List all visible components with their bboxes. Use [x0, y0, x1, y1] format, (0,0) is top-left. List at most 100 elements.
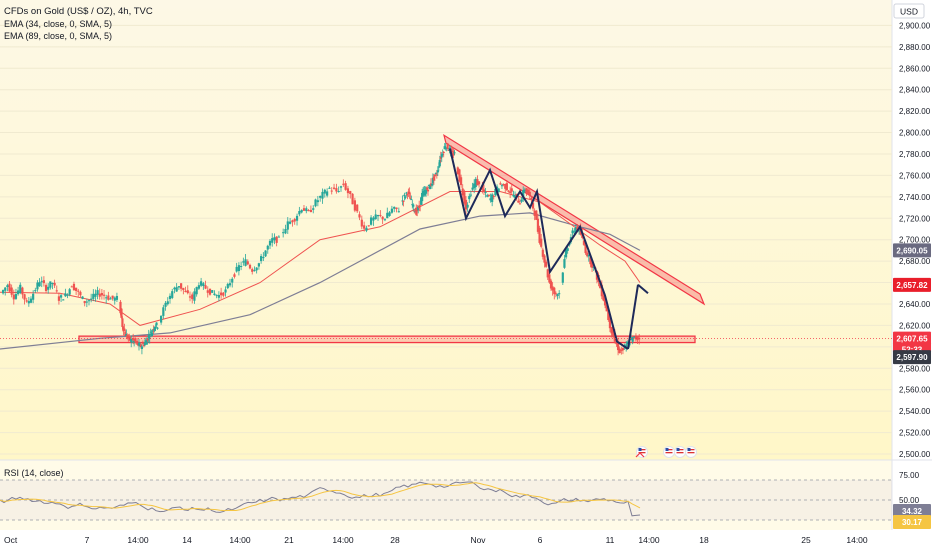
candle-body [70, 286, 73, 288]
candle-body [474, 178, 477, 188]
x-tick-label: 21 [284, 535, 294, 545]
candle-body [288, 221, 292, 224]
candle-body [224, 289, 227, 293]
candle-body [268, 240, 272, 246]
candle-body [96, 290, 99, 295]
candle-body [363, 225, 366, 229]
candle-body [566, 248, 569, 251]
candle-body [415, 207, 418, 215]
x-tick-label: 18 [699, 535, 709, 545]
candle-body [44, 285, 48, 291]
candle-body [55, 290, 58, 292]
candle-body [626, 341, 629, 345]
candle-body [530, 197, 533, 200]
candle-body [134, 341, 138, 343]
projection-arrow[interactable] [627, 284, 639, 350]
candle-body [105, 297, 108, 299]
candle-body [262, 256, 265, 259]
candle-body [92, 293, 95, 299]
ema34-price-badge[interactable]: 2,597.90 [896, 353, 928, 362]
candle-body [610, 327, 613, 334]
candle-body [307, 210, 310, 212]
candle-body [456, 167, 459, 175]
candle-body [353, 200, 356, 211]
x-tick-label: 14 [182, 535, 192, 545]
candle-body [330, 190, 333, 192]
candle-body [211, 290, 214, 293]
candle-body [162, 307, 165, 316]
candle-body [393, 206, 396, 209]
candle-body [222, 292, 225, 296]
alert-icon [635, 452, 645, 458]
ema89-legend[interactable]: EMA (89, close, 0, SMA, 5) [4, 31, 112, 41]
candle-body [38, 282, 41, 287]
y-tick-label: 2,880.00 [899, 43, 931, 52]
candle-body [66, 294, 69, 296]
candle-body [510, 188, 513, 192]
flag-canton-icon [676, 448, 680, 451]
candle-body [435, 174, 438, 176]
candle-body [4, 287, 7, 291]
currency-box[interactable] [893, 3, 925, 19]
candle-body [57, 296, 61, 301]
candle-body [525, 188, 528, 193]
support-zone[interactable] [78, 335, 696, 344]
candle-body [442, 151, 445, 153]
candle-body [77, 290, 80, 292]
candle-body [168, 295, 172, 299]
y-tick-label: 2,780.00 [899, 150, 931, 159]
candle-body [551, 286, 554, 291]
candle-body [233, 274, 236, 277]
candle-body [79, 291, 82, 296]
candle-body [419, 205, 422, 207]
candle-body [616, 342, 620, 351]
rsi-label[interactable]: RSI (14, close) [4, 468, 64, 478]
candle-body [202, 283, 205, 287]
candle-body [171, 291, 174, 298]
pattern-zigzag[interactable] [449, 148, 629, 350]
candle-body [14, 293, 18, 299]
candle-body [438, 160, 441, 167]
candle-body [309, 209, 313, 213]
candle-body [418, 205, 421, 209]
candle-body [197, 285, 200, 289]
current-price-badge[interactable]: 2,607.65 [896, 335, 928, 344]
x-tick-label: 14:00 [846, 535, 868, 545]
x-tick-label: 14:00 [229, 535, 251, 545]
flag-stripe-icon [638, 449, 646, 451]
candle-body [577, 229, 581, 232]
candle-body [607, 310, 610, 320]
y-tick-label: 2,900.00 [899, 21, 931, 30]
candle-body [576, 226, 579, 231]
rsi-ma-badge[interactable]: 30.17 [902, 518, 923, 527]
candle-body [346, 188, 350, 194]
resistance-channel[interactable] [443, 133, 706, 306]
candle-body [476, 179, 479, 186]
candle-body [128, 335, 131, 337]
candle-body [102, 294, 106, 296]
candle-body [193, 291, 196, 301]
candle-body [337, 191, 340, 193]
candle-body [284, 229, 287, 234]
x-tick-label: 6 [538, 535, 543, 545]
candle-body [349, 191, 352, 195]
candle-body [420, 197, 423, 205]
candle-body [323, 189, 326, 194]
target-price-badge[interactable]: 2,657.82 [896, 281, 928, 290]
candle-body [633, 336, 636, 338]
y-tick-label: 2,580.00 [899, 364, 931, 373]
candle-body [175, 287, 178, 292]
candle-body [629, 337, 633, 340]
candle-body [188, 296, 192, 298]
ema89-price-badge[interactable]: 2,690.05 [896, 246, 928, 255]
x-tick-label: 28 [390, 535, 400, 545]
candle-body [273, 237, 276, 241]
candle-body [244, 259, 247, 266]
candle-body [113, 297, 116, 301]
candle-body [410, 199, 413, 201]
candle-body [149, 331, 152, 333]
candle-body [277, 236, 280, 238]
ema34-legend[interactable]: EMA (34, close, 0, SMA, 5) [4, 19, 112, 29]
rsi-value-badge[interactable]: 34.32 [902, 507, 923, 516]
